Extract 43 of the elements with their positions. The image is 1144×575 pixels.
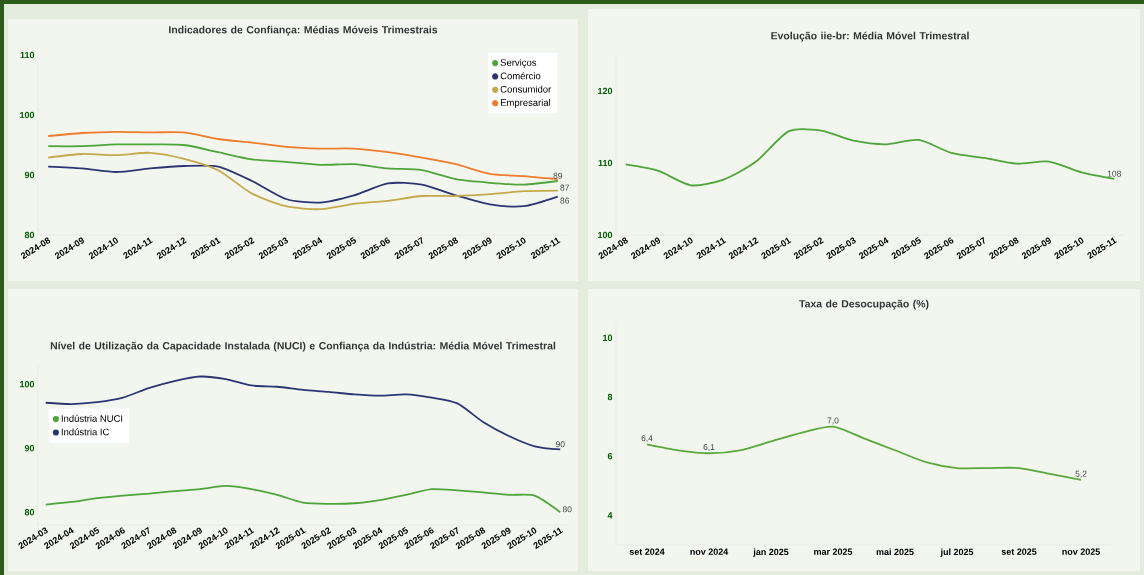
y-tick-label: 100 <box>598 231 613 239</box>
data-label: 5,2 <box>1075 470 1087 478</box>
y-tick-label: 80 <box>24 231 35 239</box>
legend-label: Indústria NUCI <box>61 414 123 422</box>
chart-title: Indicadores de Confiança: Médias Móveis Trimestrais <box>169 25 438 36</box>
x-tick-label: set 2024 <box>629 548 665 555</box>
chart-title: Evolução iie-br: Média Móvel Trimestral <box>771 31 969 42</box>
y-tick-label: 110 <box>20 51 35 59</box>
data-label: 87 <box>560 184 569 191</box>
x-tick-label: mai 2025 <box>876 548 914 556</box>
x-tick-label: mar 2025 <box>814 548 853 555</box>
y-tick-label: 8 <box>607 393 613 401</box>
y-tick-label: 90 <box>24 445 35 452</box>
y-tick-label: 80 <box>24 509 35 516</box>
y-tick-label: 6 <box>607 453 613 460</box>
y-tick-label: 10 <box>603 334 613 341</box>
chart-title: Taxa de Desocupação (%) <box>799 299 929 310</box>
legend-label: Indústria IC <box>61 428 109 436</box>
data-label: 80 <box>562 506 572 513</box>
y-tick-label: 4 <box>607 512 613 519</box>
data-label: 6,1 <box>703 444 715 452</box>
y-tick-label: 90 <box>24 171 35 179</box>
chart-title: Nível de Utilização da Capacidade Instalada (NUCI) e Confiança da Indústria: Média Móvel Trimestral <box>50 341 556 352</box>
data-label: 108 <box>1107 170 1121 177</box>
data-label: 89 <box>553 172 563 179</box>
y-tick-label: 100 <box>20 111 35 119</box>
y-tick-label: 110 <box>598 159 613 167</box>
legend-label: Serviços <box>500 58 537 68</box>
line-series <box>44 485 562 514</box>
legend-label: Empresarial <box>500 99 551 108</box>
data-label: 86 <box>560 197 570 204</box>
data-label: 6,4 <box>641 435 653 443</box>
y-tick-label: 120 <box>598 87 613 95</box>
x-tick-label: jan 2025 <box>753 548 789 557</box>
data-label: 7,0 <box>827 417 839 425</box>
x-tick-label: nov 2025 <box>1062 548 1100 555</box>
x-tick-label: nov 2024 <box>690 548 729 555</box>
legend-label: Comércio <box>500 72 541 80</box>
data-label: 90 <box>555 441 565 448</box>
legend-label: Consumidor <box>500 85 552 93</box>
y-tick-label: 100 <box>20 381 35 388</box>
x-tick-label: jul 2025 <box>940 548 974 557</box>
x-tick-label: set 2025 <box>1001 548 1037 555</box>
